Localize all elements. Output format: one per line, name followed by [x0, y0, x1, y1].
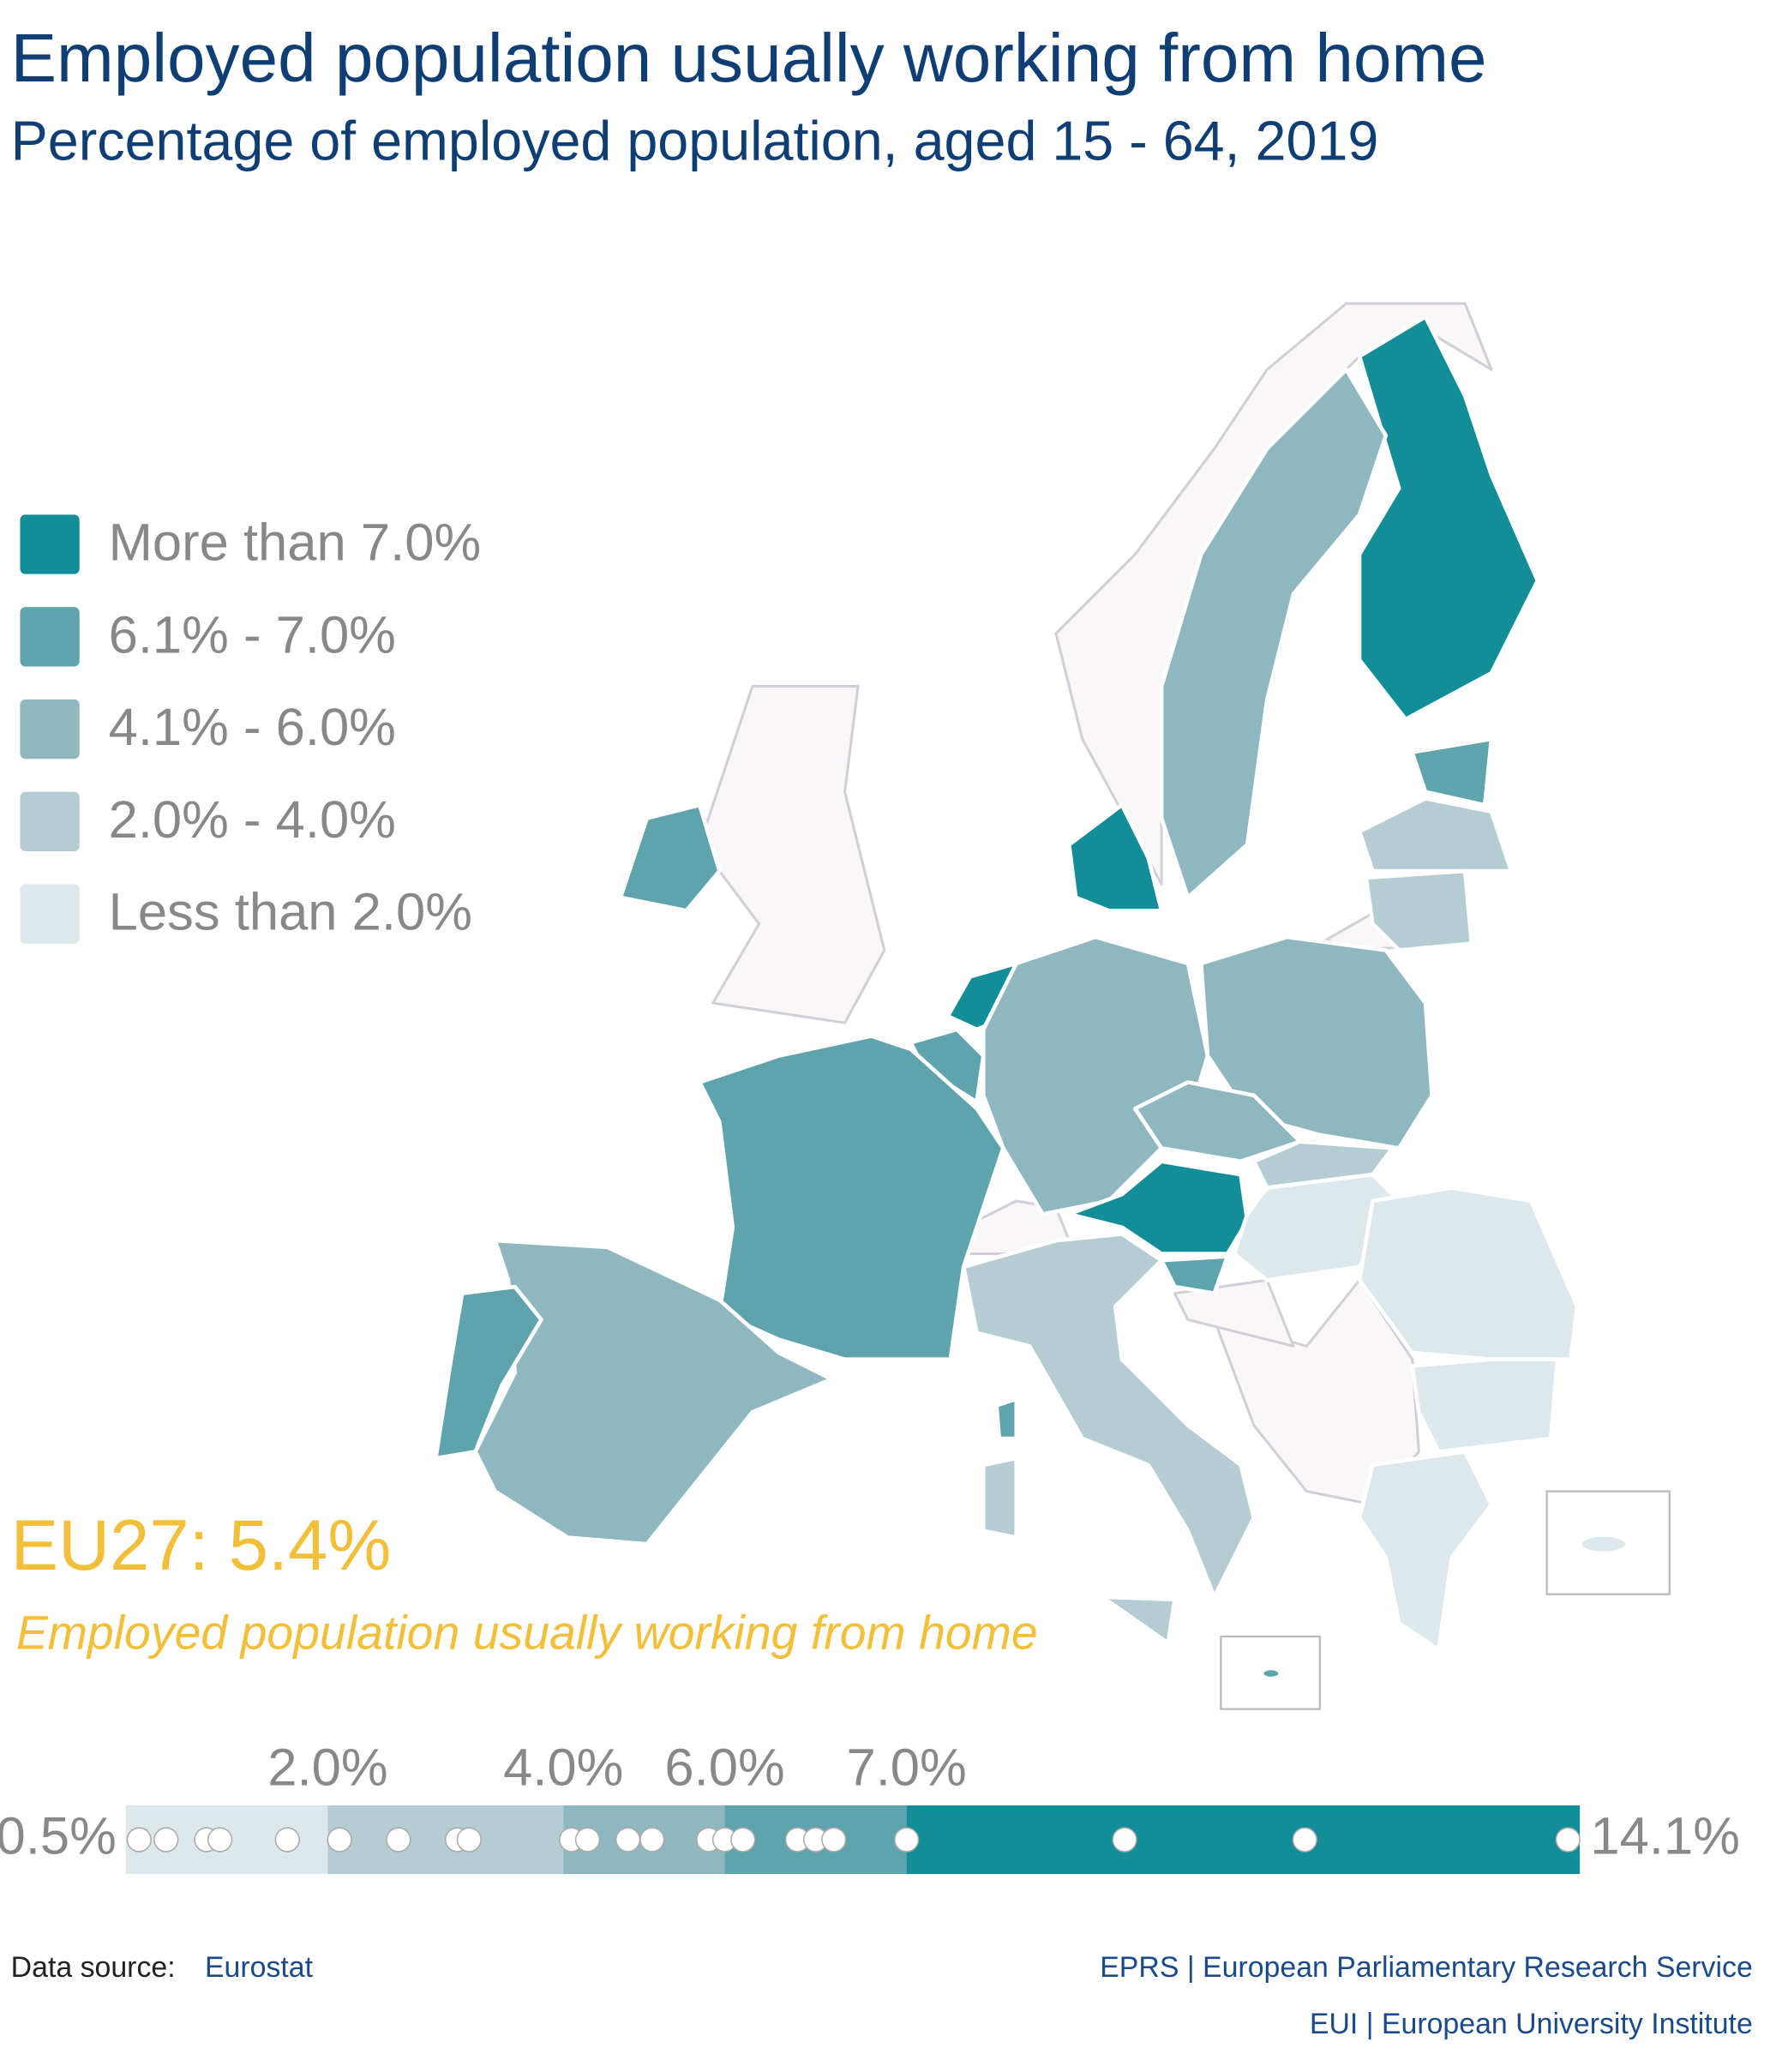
credit: EPRS | European Parliamentary Research S…: [1100, 1951, 1753, 1984]
legend-swatch: [20, 699, 80, 760]
dot: [386, 1827, 411, 1853]
legend-swatch: [20, 514, 80, 574]
region: [1100, 1595, 1177, 1645]
credit: EUI | European University Institute: [1310, 2008, 1753, 2040]
inset-box: [1220, 1635, 1321, 1710]
dot: [821, 1827, 847, 1853]
region: [1357, 315, 1540, 722]
region: [1067, 802, 1164, 913]
legend-swatch: [20, 607, 80, 667]
legend-label: Less than 2.0%: [109, 883, 472, 942]
dot: [639, 1827, 665, 1853]
region: [1410, 736, 1494, 808]
region: [1577, 1533, 1629, 1556]
legend-label: 6.1% - 7.0%: [109, 605, 396, 664]
region: [994, 1396, 1019, 1441]
dot: [456, 1827, 482, 1853]
dot: [615, 1827, 641, 1853]
dot: [1292, 1827, 1317, 1853]
region: [981, 1456, 1019, 1540]
tick-label: 7.0%: [846, 1738, 966, 1797]
dot: [274, 1827, 300, 1853]
legend-swatch: [20, 884, 80, 944]
tick-label: 0.5%: [0, 1806, 117, 1865]
dot: [894, 1827, 920, 1853]
chart-subtitle: Percentage of employed population, aged …: [11, 109, 1379, 171]
legend-swatch: [20, 791, 80, 851]
region: [1259, 1666, 1282, 1681]
dot: [1112, 1827, 1137, 1853]
dot: [153, 1827, 179, 1853]
scale-band: [906, 1805, 1581, 1875]
region: [434, 1284, 543, 1461]
tick-label: 4.0%: [503, 1738, 623, 1797]
chart-title: Employed population usually working from…: [11, 20, 1487, 96]
dot: [327, 1827, 352, 1853]
region: [1410, 1357, 1560, 1454]
dot: [574, 1827, 601, 1853]
dot: [126, 1827, 152, 1853]
legend-label: 4.1% - 6.0%: [109, 698, 396, 757]
region: [618, 802, 722, 913]
region: [1357, 796, 1514, 874]
headline: EU27: 5.4%: [11, 1505, 392, 1585]
region: [1159, 367, 1389, 900]
dot: [1555, 1827, 1581, 1853]
region: [1198, 934, 1435, 1150]
source-label: Data source:: [11, 1951, 176, 1984]
dot: [207, 1827, 233, 1853]
region: [1357, 1186, 1580, 1361]
dot: [730, 1827, 756, 1853]
region: [473, 1238, 834, 1546]
region: [1357, 1450, 1494, 1652]
region: [961, 1232, 1257, 1600]
dot-scale: 0.5% 2.0% 4.0% 6.0% 7.0% 14.1%: [0, 1738, 1740, 1875]
legend-label: More than 7.0%: [109, 513, 482, 573]
inset-box: [1545, 1490, 1671, 1595]
source: Eurostat: [205, 1951, 314, 1984]
region: [1364, 868, 1474, 952]
region: [697, 1034, 1005, 1361]
region: [1159, 1254, 1230, 1296]
non-eu-land: [1173, 1278, 1295, 1348]
tick-label: 6.0%: [664, 1738, 784, 1797]
map: [434, 302, 1671, 1710]
non-eu-land: [698, 684, 886, 1024]
tick-label: 2.0%: [267, 1738, 387, 1797]
legend-label: 2.0% - 4.0%: [109, 790, 396, 850]
tick-label: 14.1%: [1590, 1806, 1740, 1865]
headline-caption: Employed population usually working from…: [16, 1607, 1038, 1660]
legend: More than 7.0% 6.1% - 7.0% 4.1% - 6.0% 2.0%…: [20, 513, 481, 944]
